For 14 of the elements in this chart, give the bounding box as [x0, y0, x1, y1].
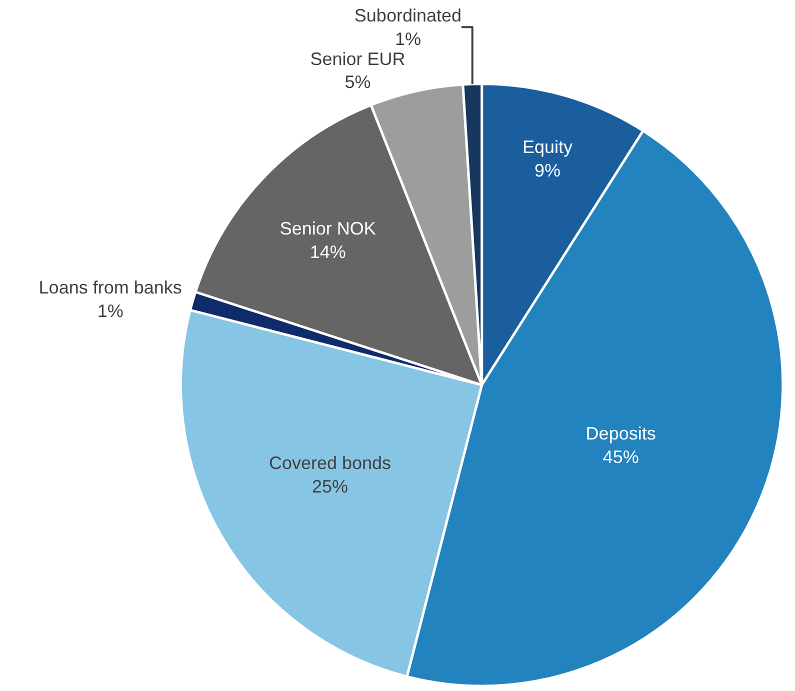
- slice-label: Senior NOK: [280, 218, 376, 239]
- slice-label: Subordinated: [354, 5, 462, 26]
- slice-label: Equity: [522, 137, 573, 158]
- data-label: 1%: [394, 28, 421, 49]
- slice-label: Covered bonds: [268, 453, 392, 474]
- data-label: 25%: [312, 476, 348, 496]
- data-label: 14%: [310, 242, 346, 262]
- slice-label: Loans from banks: [38, 278, 182, 298]
- slice-label: Deposits: [586, 423, 656, 444]
- data-label: 45%: [602, 446, 639, 467]
- data-label: 9%: [534, 160, 560, 181]
- data-label: 1%: [97, 300, 124, 321]
- data-label: 5%: [344, 72, 371, 92]
- slice-label: Senior EUR: [310, 48, 406, 69]
